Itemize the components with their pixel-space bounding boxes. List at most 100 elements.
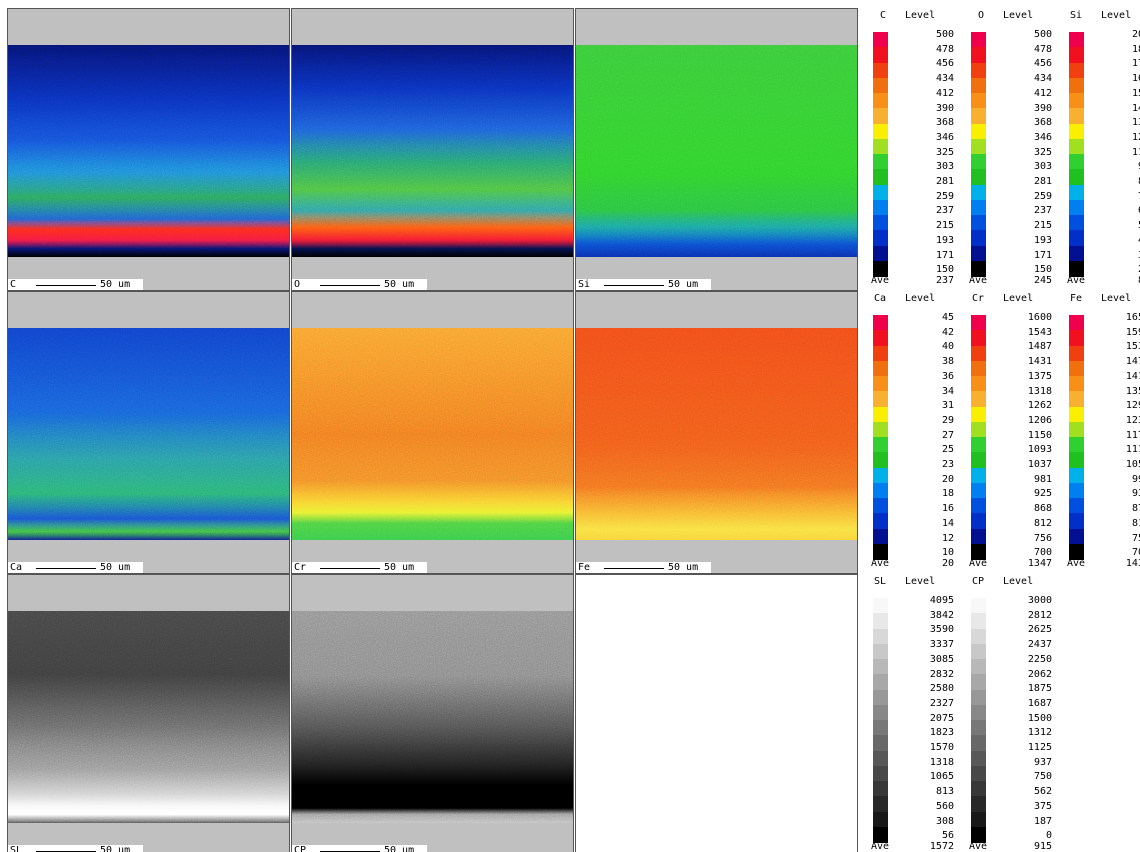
legend-swatch <box>873 391 888 407</box>
legend-swatch <box>971 63 986 79</box>
legend-swatch <box>1069 154 1084 170</box>
legend-swatch <box>971 108 986 124</box>
legend-level: 20 <box>902 474 954 486</box>
legend-swatch <box>1069 422 1084 438</box>
legend-swatch <box>971 215 986 231</box>
legend-level: 31 <box>902 400 954 412</box>
map-element: C <box>10 279 16 291</box>
legend-level: 34 <box>902 386 954 398</box>
legend-level: 813 <box>902 786 954 798</box>
legend-swatch <box>873 598 888 614</box>
legend-swatch <box>971 246 986 262</box>
legend-swatch <box>971 483 986 499</box>
legend-swatch <box>873 230 888 246</box>
legend-level: 25 <box>902 444 954 456</box>
legend-header: Level <box>1003 576 1033 588</box>
legend-swatch <box>1069 185 1084 201</box>
legend-swatch <box>971 720 986 736</box>
legend-level: 259 <box>902 191 954 203</box>
legend-swatch <box>971 346 986 362</box>
legend-level: 121 <box>1098 132 1140 144</box>
legend-level: 2062 <box>1000 669 1052 681</box>
legend-swatch <box>1069 483 1084 499</box>
legend-level: 42 <box>902 327 954 339</box>
scale-text: 50 um <box>384 562 414 574</box>
legend-level: 390 <box>1000 103 1052 115</box>
map-texture <box>8 611 289 823</box>
map-texture <box>8 45 289 257</box>
legend-swatch <box>873 169 888 185</box>
ave-label: Ave <box>1067 275 1085 287</box>
legend-swatch <box>873 315 888 331</box>
legend-swatch <box>1069 498 1084 514</box>
legend-header: Level <box>1003 293 1033 305</box>
legend-header: Level <box>905 10 935 22</box>
legend-swatch <box>1069 376 1084 392</box>
legend-swatch <box>971 498 986 514</box>
scale-text: 50 um <box>100 845 130 852</box>
legend-level: 40 <box>902 341 954 353</box>
legend-level: 65 <box>1098 205 1140 217</box>
legend-element: Si <box>1058 10 1082 22</box>
legend-level: 1150 <box>1000 430 1052 442</box>
legend-level: 434 <box>902 73 954 85</box>
legend-swatch <box>971 124 986 140</box>
legend-level: 193 <box>902 235 954 247</box>
legend-swatch <box>873 407 888 423</box>
ave-label: Ave <box>1067 558 1085 570</box>
legend-element: SL <box>862 576 886 588</box>
legend-swatch <box>873 529 888 545</box>
legend-level: 1431 <box>1000 356 1052 368</box>
map-panel: C50 um <box>7 8 290 291</box>
legend-level: 456 <box>1000 58 1052 70</box>
legend-swatch <box>971 200 986 216</box>
legend-swatch <box>1069 315 1084 331</box>
map-image <box>8 611 289 823</box>
legend-swatch <box>873 659 888 675</box>
legend-swatch <box>1069 230 1084 246</box>
legend-swatch <box>1069 437 1084 453</box>
legend-level: 1487 <box>1000 341 1052 353</box>
legend-swatch <box>873 766 888 782</box>
legend-swatch <box>971 781 986 797</box>
legend-level: 1206 <box>1000 415 1052 427</box>
legend-level: 2832 <box>902 669 954 681</box>
legend-swatch <box>971 529 986 545</box>
legend-swatch <box>971 93 986 109</box>
legend-level: 1570 <box>902 742 954 754</box>
legend-level: 500 <box>902 29 954 41</box>
legend-swatch <box>971 513 986 529</box>
map-image <box>576 328 857 540</box>
legend-level: 12 <box>902 533 954 545</box>
legend-level: 434 <box>1000 73 1052 85</box>
legend-swatch <box>1069 246 1084 262</box>
map-element: Fe <box>578 562 590 574</box>
legend-level: 868 <box>1000 503 1052 515</box>
legend-level: 215 <box>1000 220 1052 232</box>
legend-level: 1262 <box>1000 400 1052 412</box>
legend-level: 375 <box>1000 801 1052 813</box>
scale-text: 50 um <box>668 279 698 291</box>
legend-swatch <box>873 468 888 484</box>
legend-level: 29 <box>902 415 954 427</box>
legend-header: Level <box>1101 10 1131 22</box>
legend-swatch <box>873 47 888 63</box>
legend-swatch <box>971 169 986 185</box>
legend-swatch <box>873 781 888 797</box>
legend-level: 303 <box>1000 161 1052 173</box>
legend-swatch <box>873 139 888 155</box>
legend-element: Cr <box>960 293 984 305</box>
legend-level: 759 <box>1098 533 1140 545</box>
legend-swatch <box>971 361 986 377</box>
legend-swatch <box>873 751 888 767</box>
legend-header: Level <box>905 293 935 305</box>
legend-swatch <box>1069 346 1084 362</box>
legend-level: 76 <box>1098 191 1140 203</box>
map-texture <box>292 611 573 823</box>
legend-level: 1293 <box>1098 400 1140 412</box>
legend-level: 1500 <box>1000 713 1052 725</box>
legend-swatch <box>873 246 888 262</box>
